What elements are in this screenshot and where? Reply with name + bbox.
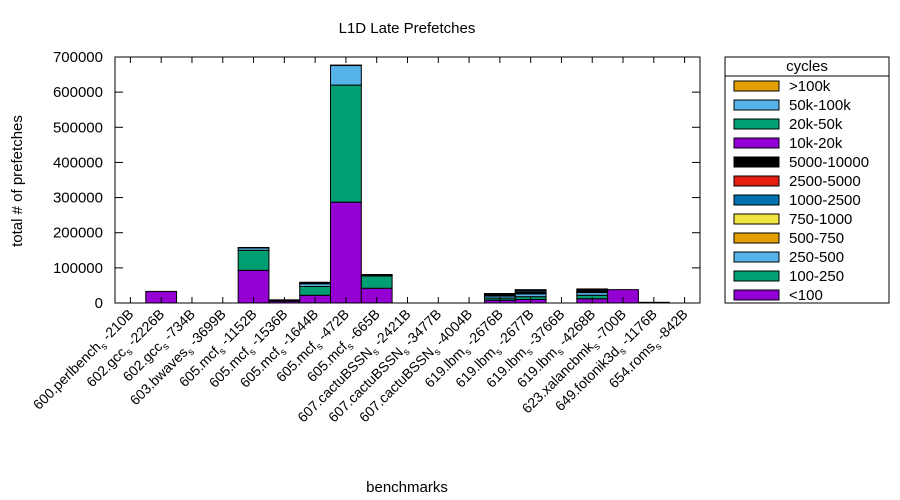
y-axis-label: total # of prefetches: [9, 115, 26, 247]
bar-segment: [576, 288, 609, 291]
bar-segment: [514, 289, 547, 292]
legend-label: 500-750: [789, 230, 844, 247]
legend-swatch: [733, 99, 780, 111]
legend-label: 250-500: [789, 249, 844, 266]
legend-swatch: [733, 137, 780, 149]
bar-segment: [237, 246, 270, 249]
bar-segment: [330, 64, 362, 67]
y-tick-label: 0: [95, 295, 103, 312]
legend-swatch: [733, 289, 780, 301]
legend-label: >100k: [789, 78, 831, 95]
legend-label: 10k-20k: [789, 135, 843, 152]
legend-swatch: [733, 270, 780, 282]
legend-label: 20k-50k: [789, 116, 843, 133]
y-tick-label: 400000: [53, 154, 103, 171]
bar-segment: [330, 84, 362, 203]
legend-label: 50k-100k: [789, 97, 851, 114]
bar-segment: [360, 274, 393, 276]
y-tick-label: 300000: [53, 190, 103, 207]
y-tick-label: 700000: [53, 49, 103, 66]
bar-segment: [299, 285, 332, 296]
y-tick-label: 200000: [53, 225, 103, 242]
bar-segment: [360, 275, 393, 289]
legend-swatch: [733, 175, 780, 187]
plot-frame: [114, 56, 701, 304]
bars: [145, 64, 670, 304]
legend-label: 2500-5000: [789, 173, 861, 190]
chart-title: L1D Late Prefetches: [339, 20, 476, 37]
legend: cycles >100k 50k-100k 20k-50k 10k-20k 5000-1…: [724, 56, 890, 304]
legend-label: 100-250: [789, 268, 844, 285]
y-tick-label: 100000: [53, 260, 103, 277]
legend-label: 1000-2500: [789, 192, 861, 209]
legend-swatch: [733, 213, 780, 225]
legend-swatch: [733, 118, 780, 130]
legend-swatch: [733, 232, 780, 244]
bar-segment: [237, 249, 270, 271]
legend-label: <100: [789, 287, 823, 304]
legend-swatch: [733, 194, 780, 206]
legend-swatch: [733, 80, 780, 92]
legend-swatch: [733, 156, 780, 168]
legend-swatch: [733, 251, 780, 263]
legend-title: cycles: [786, 58, 828, 75]
y-tick-label: 500000: [53, 119, 103, 136]
bar-segment: [330, 64, 362, 86]
bar-segment: [299, 281, 332, 284]
legend-label: 5000-10000: [789, 154, 869, 171]
y-tick-label: 600000: [53, 84, 103, 101]
legend-label: 750-1000: [789, 211, 852, 228]
x-axis-label: benchmarks: [366, 479, 448, 496]
y-axis: 0 100000 200000 300000 400000 500000 600000 700…: [53, 49, 700, 312]
bar-segment: [483, 293, 516, 295]
bar-segment: [330, 201, 362, 304]
